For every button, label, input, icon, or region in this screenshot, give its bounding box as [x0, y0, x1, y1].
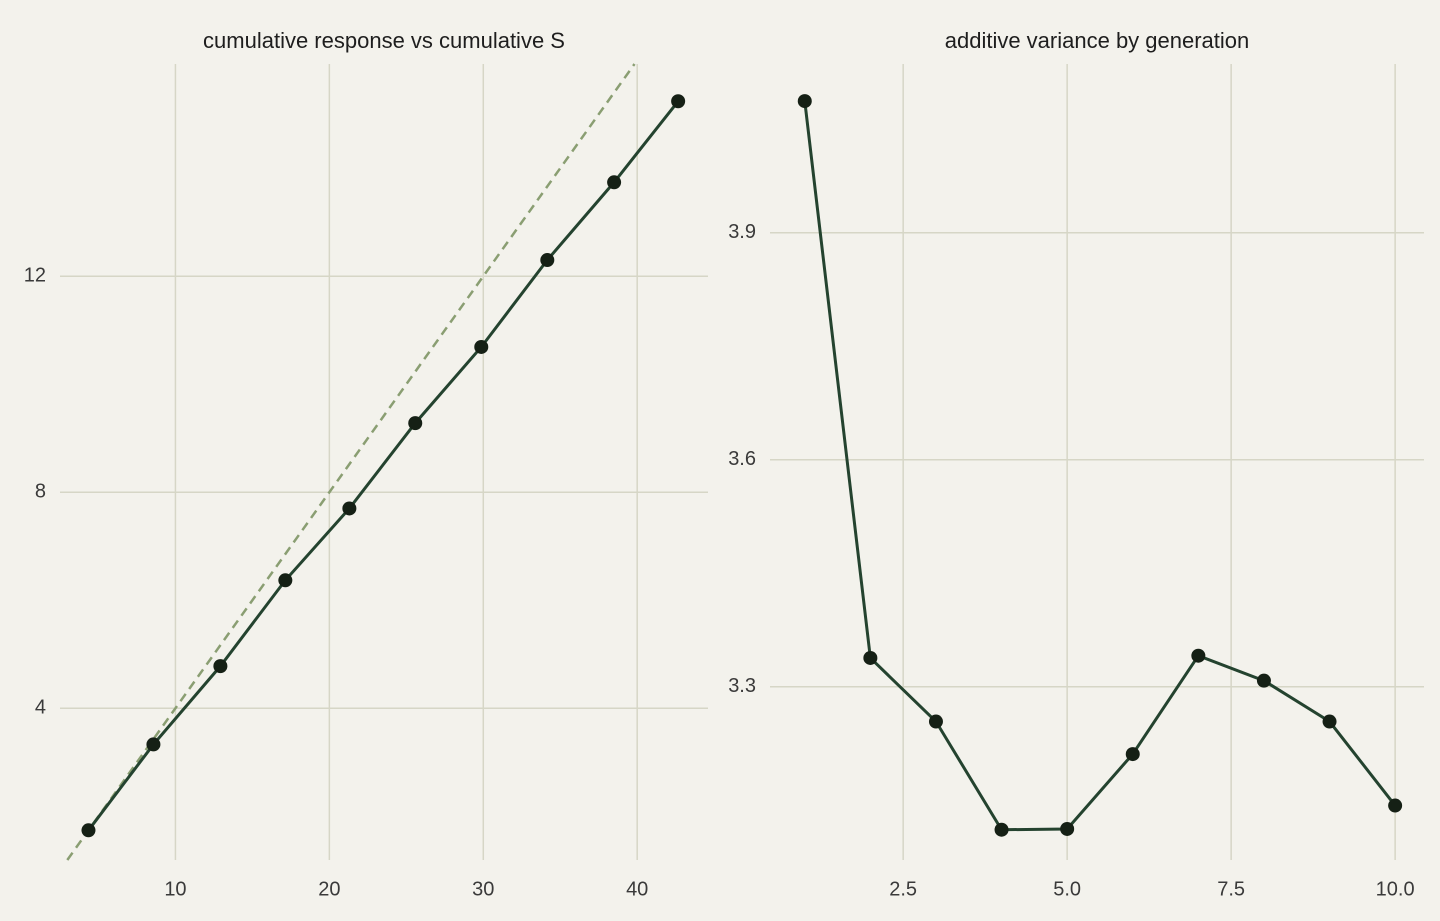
data-line: [803, 100, 1397, 832]
y-tick-label: 3.3: [728, 675, 756, 697]
data-point: [1060, 821, 1075, 836]
x-tick-label: 30: [472, 878, 494, 900]
data-point: [797, 94, 812, 109]
data-point: [213, 659, 228, 674]
y-tick-label: 3.9: [728, 221, 756, 243]
x-tick-label: 20: [318, 878, 340, 900]
data-point: [278, 573, 293, 588]
data-point: [1388, 798, 1403, 813]
data-point: [146, 737, 161, 752]
chart-title: cumulative response vs cumulative S: [203, 28, 565, 53]
y-tick-label: 3.6: [728, 448, 756, 470]
data-point: [1191, 648, 1206, 663]
x-tick-label: 40: [626, 878, 648, 900]
data-point: [408, 416, 423, 431]
data-point: [342, 501, 357, 516]
data-point: [607, 175, 622, 190]
x-tick-label: 10.0: [1376, 878, 1415, 900]
reference-line: [66, 63, 636, 861]
chart-title: additive variance by generation: [945, 28, 1250, 53]
data-point: [994, 822, 1009, 837]
data-line: [87, 100, 680, 832]
data-point: [474, 339, 489, 354]
data-point: [863, 650, 878, 665]
y-tick-label: 12: [24, 265, 46, 287]
x-tick-label: 5.0: [1053, 878, 1081, 900]
data-point: [1125, 747, 1140, 762]
data-point: [1256, 673, 1271, 688]
data-point: [928, 714, 943, 729]
data-point: [1322, 714, 1337, 729]
y-tick-label: 8: [35, 481, 46, 503]
data-point: [540, 253, 555, 268]
data-point: [671, 94, 686, 109]
x-tick-label: 2.5: [889, 878, 917, 900]
data-point: [81, 823, 96, 838]
x-tick-label: 7.5: [1217, 878, 1245, 900]
x-tick-label: 10: [164, 878, 186, 900]
y-tick-label: 4: [35, 697, 46, 719]
